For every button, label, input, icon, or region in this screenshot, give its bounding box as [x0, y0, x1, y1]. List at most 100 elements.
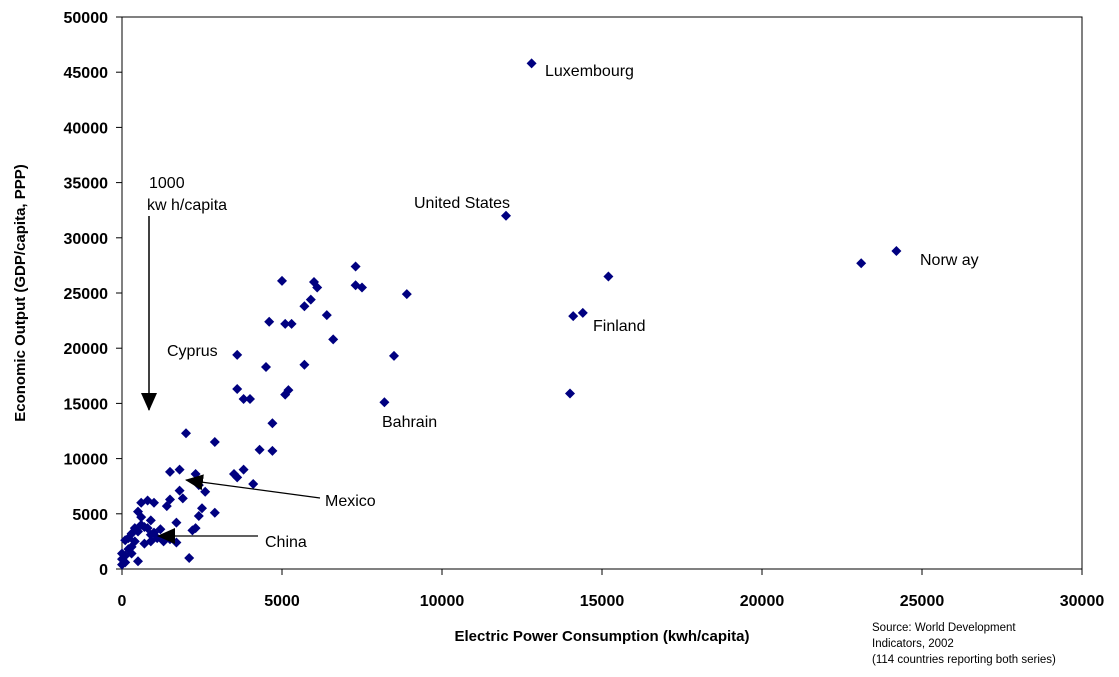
data-point [117, 548, 127, 559]
data-point [856, 258, 867, 269]
data-point [149, 527, 159, 538]
data-point [603, 271, 614, 282]
label-bahrain: Bahrain [382, 414, 437, 431]
mexico-arrow [185, 474, 321, 499]
data-point [577, 307, 588, 318]
label-mexico: Mexico [325, 493, 376, 510]
y-axis-ticks: 0 5000 10000 15000 20000 25000 30000 35000 40000… [64, 10, 122, 579]
data-point [209, 507, 220, 518]
y-tick-label: 15000 [64, 396, 109, 413]
y-tick-label: 25000 [64, 286, 109, 303]
source-line-1: Source: World Development [872, 622, 1016, 634]
data-point [142, 523, 153, 534]
data-point [321, 310, 332, 321]
y-tick-label: 40000 [64, 120, 109, 137]
data-point [165, 466, 175, 477]
source-line-3: (114 countries reporting both series) [872, 654, 1056, 666]
y-tick-label: 5000 [72, 507, 108, 524]
label-united-states: United States [414, 195, 510, 212]
data-point [357, 282, 367, 293]
y-tick-label: 50000 [64, 10, 109, 27]
source-line-2: Indicators, 2002 [872, 638, 954, 650]
data-point [299, 301, 310, 312]
data-point [181, 428, 191, 439]
data-point [117, 554, 127, 565]
data-point [174, 485, 185, 496]
data-point [299, 359, 310, 370]
y-axis-title: Economic Output (GDP/capita, PPP) [12, 164, 29, 422]
x-tick-label: 30000 [1060, 593, 1105, 610]
source-note: Source: World Development Indicators, 20… [872, 620, 1112, 668]
data-point [526, 58, 537, 69]
data-point [209, 437, 220, 448]
data-point [267, 445, 278, 456]
data-point [139, 538, 150, 549]
data-point [161, 501, 172, 512]
data-point [238, 393, 249, 404]
data-point [261, 361, 271, 372]
data-point [197, 503, 207, 514]
x-axis-ticks: 0 5000 10000 15000 20000 25000 30000 [118, 569, 1105, 610]
data-point [350, 261, 361, 272]
data-point [309, 276, 319, 287]
data-point [280, 318, 291, 329]
x-tick-label: 15000 [580, 593, 625, 610]
data-point [401, 289, 412, 300]
data-point [190, 469, 201, 480]
label-cyprus: Cyprus [167, 343, 218, 360]
data-point [565, 388, 575, 399]
data-point [267, 418, 278, 429]
data-point [254, 444, 265, 455]
data-point [305, 294, 316, 305]
y-tick-label: 35000 [64, 176, 109, 193]
label-threshold-value: 1000 [149, 175, 185, 192]
label-finland: Finland [593, 318, 645, 335]
y-tick-label: 45000 [64, 65, 109, 82]
data-point [133, 506, 143, 517]
data-point [184, 552, 195, 563]
x-tick-label: 20000 [740, 593, 785, 610]
data-point [891, 246, 902, 257]
y-tick-label: 20000 [64, 341, 109, 358]
y-tick-label: 30000 [64, 231, 109, 248]
data-point [174, 464, 185, 475]
data-point [145, 515, 156, 526]
label-luxembourg: Luxembourg [545, 63, 634, 80]
x-axis-title: Electric Power Consumption (kwh/capita) [454, 628, 749, 645]
plot-frame [121, 16, 1083, 570]
data-point [328, 334, 339, 345]
data-point [248, 478, 259, 489]
data-point [277, 275, 287, 286]
data-point [238, 464, 249, 475]
label-threshold-unit: kw h/capita [147, 197, 227, 214]
data-point [133, 556, 143, 567]
data-point [120, 535, 131, 546]
data-point [177, 493, 188, 504]
data-point [193, 511, 204, 522]
data-point [117, 559, 127, 570]
data-point [232, 349, 243, 360]
data-point [136, 497, 147, 508]
data-point [245, 393, 255, 404]
data-point [229, 469, 239, 480]
x-tick-label: 25000 [900, 593, 945, 610]
data-point [389, 350, 399, 361]
data-points [117, 58, 902, 570]
data-point [264, 316, 275, 327]
data-point [379, 397, 390, 408]
label-china: China [265, 534, 307, 551]
data-point [187, 525, 198, 536]
data-point [501, 210, 511, 221]
data-point [171, 517, 182, 528]
data-point [280, 389, 291, 400]
y-tick-label: 10000 [64, 452, 109, 469]
data-point [200, 486, 211, 497]
data-point [286, 318, 297, 329]
data-point [232, 384, 243, 395]
label-norway: Norw ay [920, 252, 979, 269]
x-tick-label: 0 [118, 593, 127, 610]
y-tick-label: 0 [99, 562, 108, 579]
data-point [568, 311, 579, 322]
x-tick-label: 10000 [420, 593, 465, 610]
